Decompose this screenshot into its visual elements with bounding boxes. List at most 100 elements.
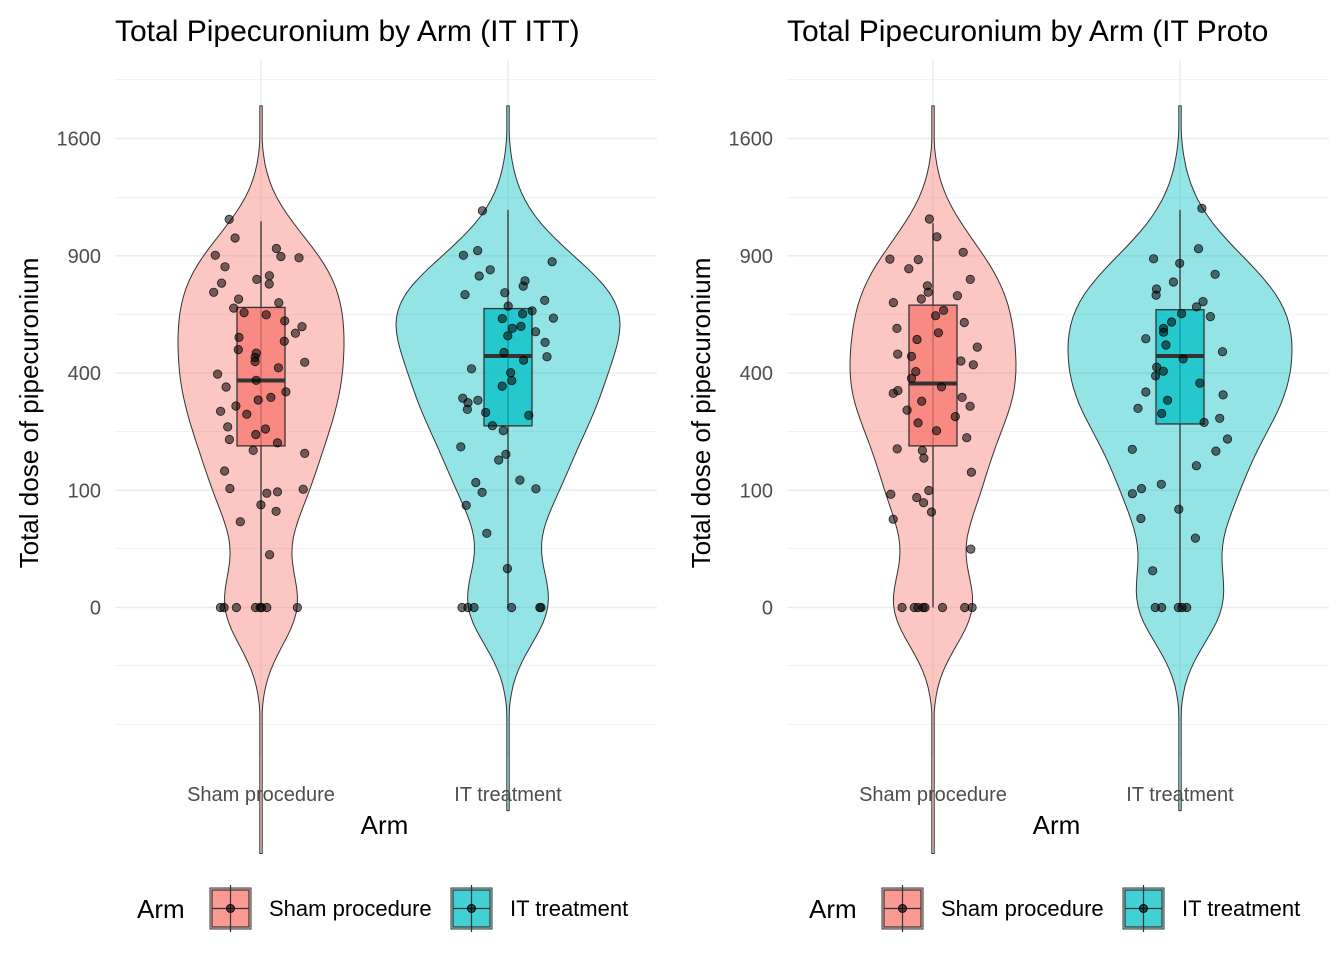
data-point [494, 455, 504, 465]
legend-key-it [450, 885, 493, 932]
data-point [1205, 311, 1216, 322]
data-point [893, 349, 903, 359]
data-point [229, 303, 239, 313]
data-point [960, 602, 970, 613]
data-point [1217, 347, 1228, 357]
legend-label: Sham procedure [941, 896, 1104, 921]
data-point [273, 363, 283, 373]
data-point [233, 344, 243, 355]
y-tick-label: 100 [740, 480, 773, 502]
data-point [239, 307, 249, 318]
y-tick-label: 400 [740, 363, 773, 385]
data-point [231, 401, 241, 411]
data-point [461, 500, 471, 510]
legend: Arm Sham procedure IT treatment [809, 885, 1300, 932]
data-point [210, 250, 220, 260]
data-point [536, 602, 546, 613]
data-point [477, 206, 487, 216]
data-point [1191, 461, 1202, 471]
data-point [1127, 444, 1137, 454]
data-point [294, 253, 304, 263]
data-point [1211, 446, 1221, 456]
data-point [1195, 378, 1205, 388]
data-point [1156, 479, 1166, 489]
x-axis-title: Arm [1033, 810, 1081, 840]
data-point [913, 418, 923, 428]
data-point [300, 448, 310, 458]
data-point [916, 294, 926, 304]
data-point [950, 411, 960, 422]
data-point [251, 429, 261, 440]
legend-label: IT treatment [510, 896, 628, 921]
data-point [224, 214, 234, 224]
data-point [1148, 566, 1158, 576]
data-point [1215, 413, 1225, 423]
y-tick-label: 0 [90, 598, 101, 620]
data-point [231, 602, 241, 613]
data-point [457, 602, 467, 613]
data-point [932, 232, 942, 242]
data-point [458, 393, 468, 403]
legend-title: Arm [809, 894, 857, 924]
series-sham [177, 105, 345, 854]
x-tick-label: IT treatment [454, 784, 562, 806]
data-point [266, 392, 276, 402]
y-tick-label: 900 [740, 246, 773, 268]
y-tick-label: 1600 [729, 129, 774, 151]
data-point [965, 401, 975, 411]
data-point [507, 375, 517, 386]
series-sham [849, 105, 1017, 854]
data-point [1163, 395, 1173, 405]
data-point [469, 602, 479, 613]
data-point [253, 395, 263, 405]
data-point [281, 387, 291, 397]
data-point [956, 356, 966, 366]
data-point [906, 351, 917, 361]
data-point [248, 445, 258, 455]
legend-key-point [467, 904, 476, 913]
data-point [1151, 284, 1162, 294]
data-point [471, 477, 481, 488]
data-point [962, 433, 972, 443]
legend-key-point [226, 904, 235, 913]
data-point [540, 337, 550, 347]
legend-key-sham [881, 885, 924, 932]
data-point [487, 421, 497, 431]
data-point [482, 528, 492, 538]
data-point [912, 492, 922, 503]
data-point [540, 295, 550, 305]
data-point [251, 375, 261, 385]
data-point [892, 444, 902, 454]
data-point [893, 385, 903, 396]
data-point [1136, 513, 1146, 524]
data-point [242, 409, 252, 419]
data-point [503, 301, 513, 311]
data-point [256, 602, 267, 613]
y-tick-label: 1600 [57, 129, 102, 151]
data-point [938, 305, 949, 315]
data-point [924, 485, 934, 496]
data-point [906, 373, 917, 383]
data-point [904, 264, 914, 274]
data-point [518, 355, 529, 365]
y-tick-label: 400 [68, 363, 101, 385]
x-axis-title: Arm [361, 810, 409, 840]
data-point [506, 602, 517, 613]
data-point [886, 489, 896, 499]
data-point [1141, 387, 1151, 397]
data-point [220, 466, 230, 476]
data-point [966, 467, 977, 477]
data-point [473, 395, 483, 405]
data-point [524, 410, 534, 420]
data-point [264, 279, 274, 289]
data-point [251, 348, 261, 358]
data-point [217, 278, 227, 288]
data-point [497, 381, 507, 391]
data-point [234, 332, 244, 342]
data-point [460, 289, 470, 300]
data-point [1127, 489, 1138, 499]
data-point [937, 602, 948, 613]
x-tick-label: Sham procedure [187, 784, 335, 806]
data-point [520, 276, 530, 286]
